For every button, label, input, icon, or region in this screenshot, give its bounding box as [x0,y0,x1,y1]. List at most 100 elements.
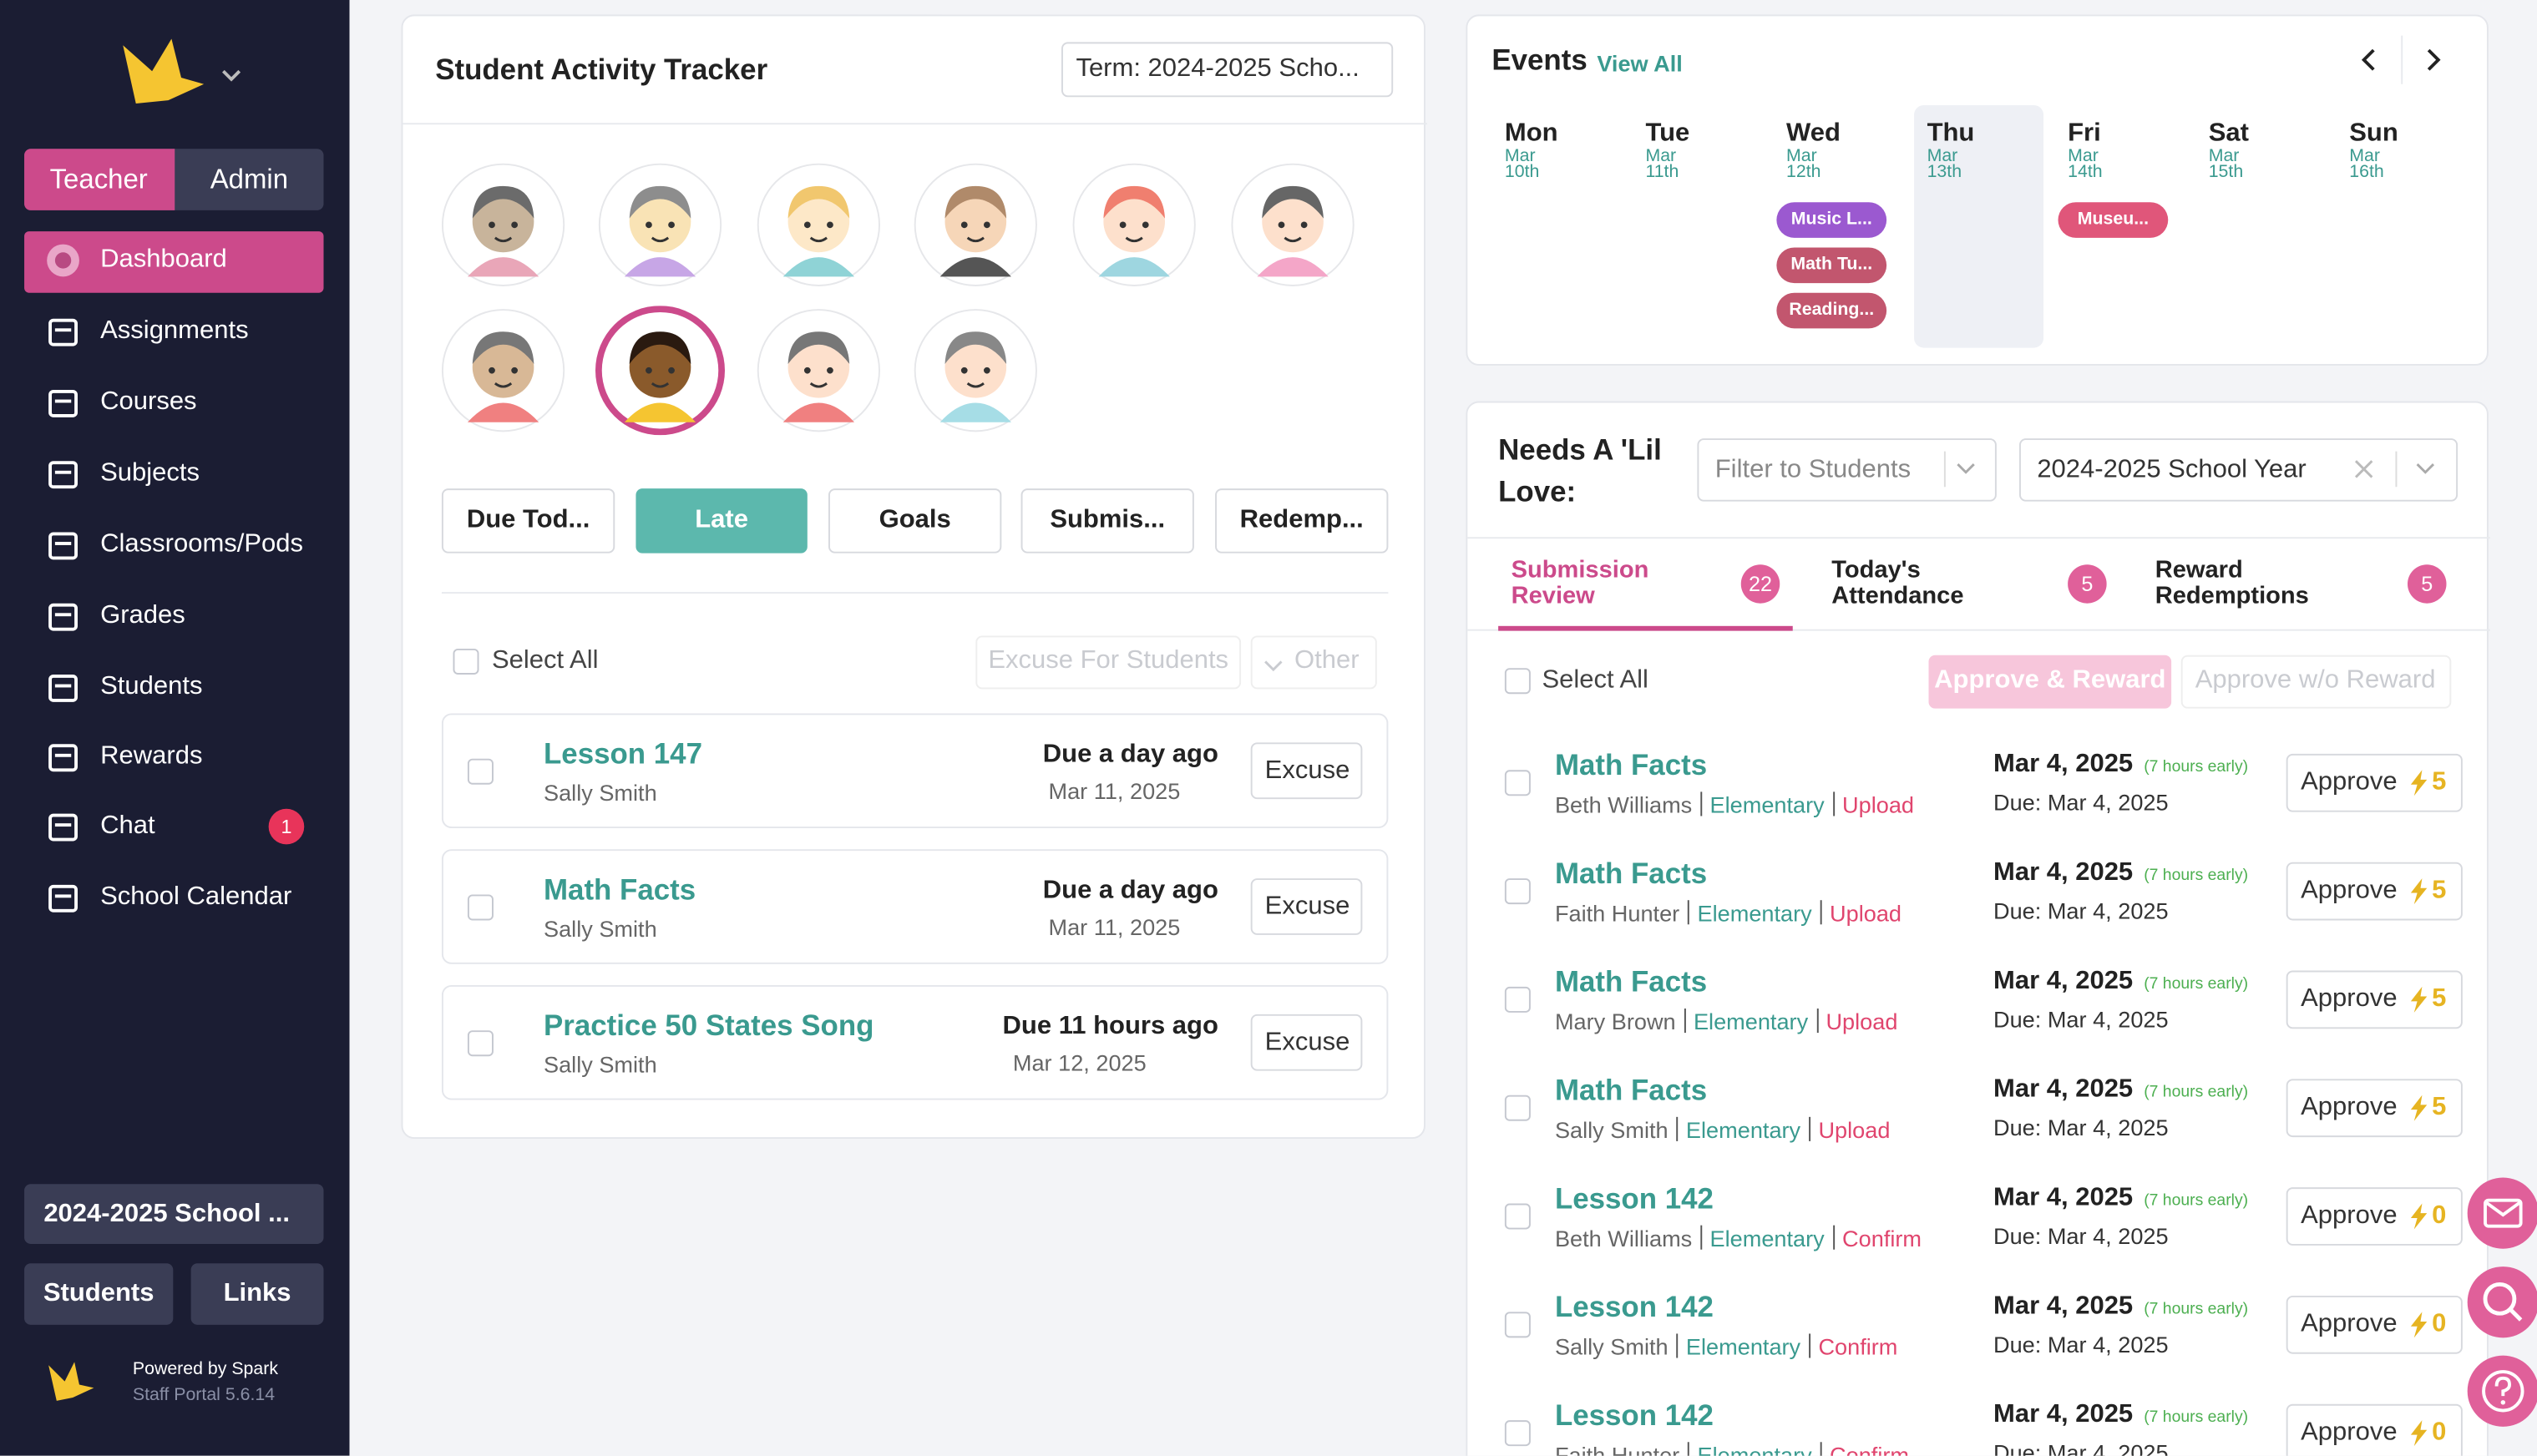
excuse-button[interactable] [1250,878,1363,935]
meta-type: Confirm [1842,1224,1922,1251]
filter-button[interactable] [636,488,808,554]
student-avatar[interactable] [438,306,568,435]
checkbox[interactable] [1504,878,1531,905]
term-select[interactable] [1061,42,1394,98]
checkbox[interactable] [1504,770,1531,796]
separator [1808,1333,1810,1358]
floating-button[interactable] [2466,1354,2537,1428]
nav-icon-svg [48,813,78,842]
next-arrow[interactable] [2422,47,2444,73]
approve-button[interactable] [2286,1403,2463,1456]
bolt-icon [2409,1095,2428,1121]
nav-icon-svg [48,674,78,702]
excuse-for-button[interactable] [975,635,1242,690]
filter-button[interactable] [441,488,615,554]
year-button[interactable] [24,1184,324,1244]
sidebar: Teacher Admin Dashboard Assignments Courses S… [0,0,350,1456]
checkbox[interactable] [467,1030,494,1057]
year-filter[interactable] [2019,438,2459,502]
checkbox[interactable] [1504,1095,1531,1121]
reward-points: 5 [2432,1093,2447,1121]
view-all-link[interactable]: View All [1597,50,1683,77]
student-avatar[interactable] [595,306,725,436]
approve-no-reward-button[interactable] [2180,655,2452,709]
checkbox[interactable] [1504,1420,1531,1447]
bolt-icon [2409,1420,2428,1447]
checkbox[interactable] [467,758,494,785]
item-early: (7 hours early) [2144,1300,2249,1319]
item-title: Practice 50 States Song [544,1009,874,1042]
meta-type: Confirm [1818,1332,1898,1359]
student-avatar[interactable] [911,306,1041,435]
floating-button[interactable] [2466,1265,2537,1339]
excuse-button[interactable] [1250,1014,1363,1071]
arrow-divider [2401,35,2403,84]
nav-label: Classrooms/Pods [100,530,304,559]
checkbox[interactable] [1504,1203,1531,1230]
student-avatar[interactable] [1070,160,1199,290]
student-avatar[interactable] [754,160,884,290]
student-avatar-svg [757,309,880,432]
bolt-icon [2409,986,2428,1013]
item-due: Due: Mar 4, 2025 [1993,1222,2169,1249]
filter-button[interactable] [1215,488,1389,554]
students-button[interactable] [24,1263,174,1325]
item-due: Due: Mar 4, 2025 [1993,1006,2169,1033]
reward-points: 0 [2432,1201,2447,1230]
approve-button[interactable] [2286,1079,2463,1138]
item-date: Mar 4, 2025 [1993,1292,2134,1320]
filter-button[interactable] [1020,488,1194,554]
item-date: Mar 11, 2025 [1048,913,1181,940]
other-button[interactable] [1250,635,1377,690]
tab-label[interactable]: Today's Attendance [1831,556,1964,610]
meta-student: Faith Hunter [1554,1441,1680,1456]
approve-button[interactable] [2286,862,2463,921]
checkbox[interactable] [453,648,479,675]
checkbox[interactable] [1504,1312,1531,1338]
nav-icon [47,811,79,843]
filter-button[interactable] [828,488,1002,554]
links-button[interactable] [190,1263,324,1325]
tab-label[interactable]: Reward Redemptions [2155,556,2309,610]
event-pill[interactable] [1776,247,1887,284]
item-meta: Mary Brown Elementary Upload [1555,1009,1897,1034]
item-date: Mar 4, 2025 [1993,1400,2134,1428]
student-avatar[interactable] [1228,160,1358,290]
prev-arrow[interactable] [2357,47,2380,73]
student-filter[interactable] [1697,438,1997,502]
event-pill[interactable] [2058,202,2169,238]
nav-icon [47,741,79,773]
bolt-icon-svg [2410,1095,2428,1121]
student-avatar[interactable] [595,160,725,290]
checkbox[interactable] [1504,986,1531,1013]
day-month: Mar [1645,146,1677,166]
event-pill[interactable] [1776,202,1887,238]
student-avatar[interactable] [438,160,568,290]
approve-button[interactable] [2286,1187,2463,1246]
excuse-button[interactable] [1250,742,1363,800]
student-avatar[interactable] [754,306,884,435]
approve-button[interactable] [2286,970,2463,1029]
approve-reward-button[interactable] [1928,655,2172,709]
floating-button[interactable] [2466,1176,2537,1251]
item-meta: Sally Smith Elementary Upload [1555,1116,1890,1141]
item-date: Mar 12, 2025 [1012,1049,1147,1076]
event-label: Music L... [1790,209,1872,230]
event-pill[interactable] [1776,292,1887,329]
approve-button[interactable] [2286,753,2463,812]
select-all: Select All [492,647,599,675]
nav-icon-svg [48,603,78,631]
approve-button[interactable] [2286,1295,2463,1354]
day-month: Mar [1504,146,1536,166]
tab-label[interactable]: Submission Review [1511,556,1649,610]
checkbox[interactable] [467,894,494,921]
checkbox[interactable] [1504,668,1531,695]
student-avatar[interactable] [911,160,1041,290]
item-meta: Beth Williams Elementary Confirm [1555,1224,1922,1251]
nav-label: Courses [100,388,197,416]
item-due: Due: Mar 4, 2025 [1993,1331,2169,1357]
bolt-icon-svg [2410,770,2428,796]
separator [1699,1225,1702,1250]
role-teacher[interactable] [24,149,175,210]
